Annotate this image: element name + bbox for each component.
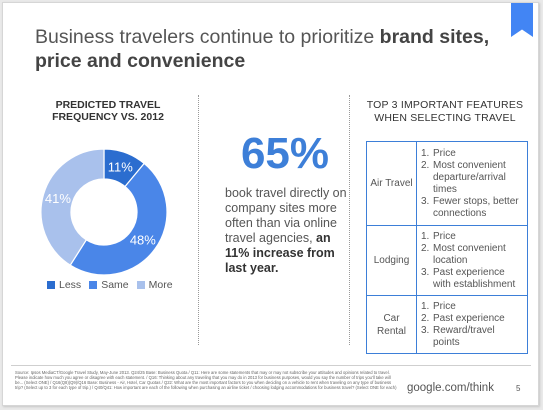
feature-text: Price xyxy=(433,300,456,312)
feature-text: Price xyxy=(433,147,456,159)
page-number: 5 xyxy=(516,384,521,393)
stat-text-bold: an 11% increase from last year. xyxy=(225,231,335,275)
list-item: 3. Fewer stops, better connections xyxy=(421,196,523,220)
slice-label-less: 11% xyxy=(108,159,133,174)
row-features: 1. Price 2. Most convenient location 3. Pas… xyxy=(416,225,528,296)
features-table: Air Travel 1. Price 2. Most convenient dep… xyxy=(366,141,528,354)
feature-text: Past experience with establishment xyxy=(433,266,516,290)
list-item: 2. Most convenient location xyxy=(421,243,523,267)
feature-text: Most convenient departure/arrival times xyxy=(433,159,506,195)
source-footnote: Source: Ipsos MediaCT/Google Travel Stud… xyxy=(15,370,397,390)
stat-text-plain: book travel directly on company sites mo… xyxy=(225,186,347,245)
feature-text: Most convenient location xyxy=(433,242,506,266)
feature-text: Price xyxy=(433,230,456,242)
slide-title: Business travelers continue to prioritiz… xyxy=(35,25,505,73)
list-item: 1. Price xyxy=(421,147,456,159)
footer-divider xyxy=(11,365,531,366)
list-item: 2. Most convenient departure/arrival time… xyxy=(421,160,523,196)
row-category: Car Rental xyxy=(366,295,417,354)
feature-text: Past experience xyxy=(433,312,505,324)
stat-description: book travel directly on company sites mo… xyxy=(225,186,353,276)
legend-swatch-more xyxy=(136,281,145,289)
slice-label-more: 41% xyxy=(45,191,71,206)
feature-text: Fewer stops, better connections xyxy=(433,195,519,219)
table-row: Air Travel 1. Price 2. Most convenient dep… xyxy=(366,141,528,226)
list-item: 3. Past experience with establishment xyxy=(421,267,523,291)
list-item: 1. Price xyxy=(421,230,456,242)
donut-slice-same xyxy=(69,162,168,276)
divider-left xyxy=(198,95,199,345)
slice-label-same: 48% xyxy=(130,233,156,248)
slide: Business travelers continue to prioritiz… xyxy=(2,2,539,406)
chart-legend: Less Same More xyxy=(47,279,207,291)
row-category: Air Travel xyxy=(366,141,417,226)
slide-title-plain: Business travelers continue to prioritiz… xyxy=(35,26,380,48)
list-item: 1. Price xyxy=(421,300,456,312)
legend-swatch-less xyxy=(47,281,55,289)
legend-label-same: Same xyxy=(101,279,129,291)
table-row: Lodging 1. Price 2. Most convenient locati… xyxy=(366,225,528,296)
legend-label-less: Less xyxy=(59,279,82,291)
feature-text: Reward/travel points xyxy=(433,324,495,348)
donut-slice-more xyxy=(40,148,105,267)
legend-item-more: More xyxy=(136,279,173,291)
bookmark-ribbon-icon xyxy=(511,3,533,37)
features-title: TOP 3 IMPORTANT FEATURES WHEN SELECTING … xyxy=(366,99,524,124)
legend-swatch-same xyxy=(89,281,98,289)
slide-title-bold: brand sites, price and convenience xyxy=(35,26,490,72)
chart-title: PREDICTED TRAVEL FREQUENCY VS. 2012 xyxy=(52,99,164,123)
legend-item-same: Same xyxy=(89,279,129,291)
legend-label-more: More xyxy=(148,279,173,291)
row-features: 1. Price 2. Past experience 3. Reward/trave… xyxy=(416,295,528,354)
divider-right xyxy=(349,95,350,345)
brand-url: google.com/think xyxy=(407,382,494,394)
table-row: Car Rental 1. Price 2. Past experience 3. R… xyxy=(366,295,528,354)
list-item: 2. Past experience xyxy=(421,312,505,324)
list-item: 3. Reward/travel points xyxy=(421,325,523,349)
legend-item-less: Less xyxy=(47,279,81,291)
row-features: 1. Price 2. Most convenient departure/arri… xyxy=(416,141,528,226)
donut-chart: 11% 48% 41% xyxy=(40,148,168,276)
row-category: Lodging xyxy=(366,225,417,296)
stat-value: 65% xyxy=(240,129,330,178)
